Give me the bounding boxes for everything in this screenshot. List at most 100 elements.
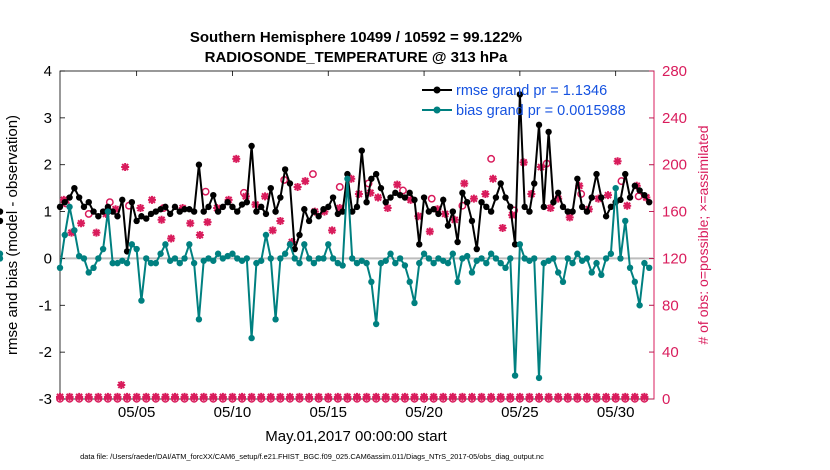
obs-assimilated-marker: [460, 179, 469, 188]
bias-point: [487, 250, 495, 257]
bias-point: [133, 245, 140, 253]
obs-assimilated-marker: [293, 182, 302, 191]
bias-point: [186, 241, 193, 248]
bias-point: [238, 257, 246, 264]
bias-point: [454, 278, 461, 286]
bias-point: [75, 252, 83, 260]
y-left-tick-label: 3: [44, 110, 52, 127]
obs-assimilated-marker: [117, 380, 126, 389]
x-tick-label: 05/20: [405, 404, 443, 421]
bias-point: [588, 269, 595, 276]
obs-assimilated-marker: [257, 392, 266, 401]
rmse-point: [296, 231, 303, 239]
rmse-point: [583, 208, 591, 215]
obs-assimilated-marker: [305, 392, 314, 401]
y-axis-label-left: rmse and bias (model - observation): [4, 115, 21, 355]
rmse-point: [257, 203, 265, 211]
bias-point: [401, 262, 409, 269]
bias-point: [61, 231, 68, 239]
obs-possible-marker: [399, 186, 407, 195]
bias-point: [444, 259, 452, 267]
obs-assimilated-marker: [151, 392, 160, 401]
rmse-point: [200, 208, 207, 215]
rmse-point: [622, 170, 629, 178]
rmse-point: [195, 161, 203, 168]
obs-assimilated-marker: [203, 218, 212, 227]
obs-assimilated-marker: [381, 392, 390, 401]
rmse-point: [248, 142, 255, 150]
rmse-point: [133, 217, 140, 225]
obs-assimilated-marker: [611, 392, 620, 401]
bias-point: [550, 255, 557, 262]
bias-point: [626, 264, 634, 271]
bias-point: [593, 259, 600, 267]
obs-assimilated-marker: [180, 392, 189, 401]
rmse-point: [626, 194, 634, 201]
bias-point: [641, 259, 648, 267]
bias-point: [372, 320, 380, 328]
obs-assimilated-marker: [285, 392, 294, 401]
bias-point: [281, 250, 289, 257]
obs-assimilated-marker: [301, 177, 310, 186]
obs-assimilated-marker: [186, 219, 195, 228]
bias-point: [310, 259, 318, 267]
bias-point: [85, 269, 92, 276]
rmse-point: [277, 194, 284, 201]
bias-point: [521, 255, 528, 262]
obs-assimilated-marker: [366, 188, 375, 197]
bias-point: [143, 255, 150, 262]
y-right-tick-label: 40: [662, 344, 679, 361]
obs-assimilated-marker: [353, 392, 361, 401]
bias-point: [636, 302, 643, 309]
rmse-point: [171, 203, 179, 211]
obs-assimilated-marker: [481, 190, 490, 198]
obs-assimilated-marker: [333, 392, 342, 401]
obs-assimilated-marker: [170, 392, 179, 401]
bias-point: [554, 269, 562, 276]
legend-marker: [433, 106, 441, 114]
rmse-point: [406, 189, 413, 197]
bias-point: [181, 255, 188, 262]
bias-point: [305, 255, 313, 262]
obs-possible-marker: [308, 170, 317, 179]
bias-point: [507, 255, 514, 262]
obs-assimilated-marker: [121, 163, 130, 172]
obs-assimilated-marker: [276, 392, 285, 401]
rmse-point: [401, 194, 409, 201]
bias-point: [166, 257, 174, 264]
bias-point: [214, 250, 222, 257]
bias-point: [516, 241, 524, 248]
rmse-point: [104, 203, 112, 211]
bias-point: [492, 255, 500, 262]
rmse-point: [114, 213, 121, 220]
obs-assimilated-marker: [328, 226, 337, 235]
bias-point: [353, 259, 361, 267]
obs-assimilated-marker: [123, 392, 132, 401]
rmse-point: [631, 182, 639, 189]
obs-assimilated-marker: [487, 392, 496, 401]
rmse-point: [396, 191, 404, 199]
bias-point: [617, 255, 624, 262]
obs-assimilated-marker: [406, 195, 415, 204]
obs-assimilated-marker: [347, 174, 356, 183]
bias-point: [622, 217, 629, 225]
obs-assimilated-marker: [241, 192, 250, 201]
rmse-point: [334, 210, 342, 218]
obs-assimilated-marker: [515, 392, 524, 401]
rmse-point: [0, 208, 4, 215]
rmse-point: [574, 175, 581, 182]
bias-point: [502, 264, 509, 271]
rmse-point: [281, 166, 289, 173]
footer-file-path: data file: /Users/raeder/DAI/ATM_forcXX/…: [80, 452, 544, 461]
rmse-point: [535, 121, 543, 129]
rmse-point: [502, 194, 509, 201]
rmse-point: [99, 208, 107, 215]
bias-point: [190, 259, 198, 267]
rmse-point: [554, 189, 562, 197]
obs-assimilated-marker: [195, 231, 204, 239]
rmse-point: [598, 194, 605, 201]
bias-point: [95, 255, 102, 262]
obs-assimilated-marker: [563, 392, 572, 401]
bias-point: [540, 259, 548, 267]
